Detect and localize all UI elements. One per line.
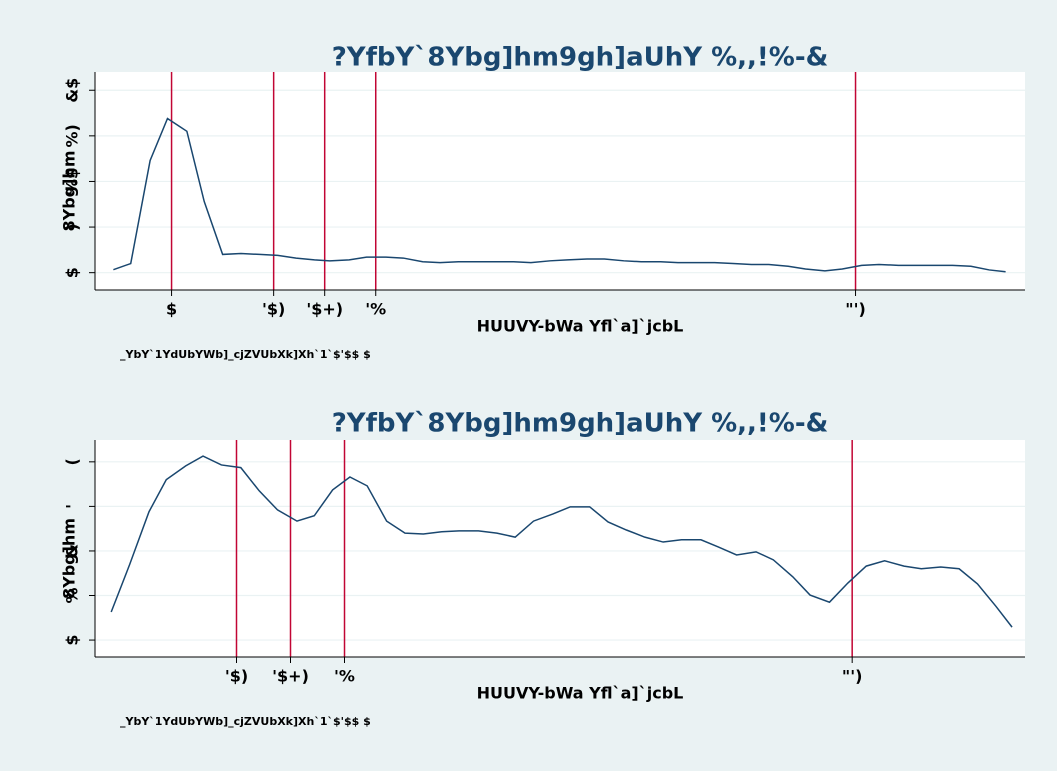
x-tick-label: '% xyxy=(334,667,355,686)
note: _YbY`1YdUbYWb]_cjZVUbXk]Xh`1`$'$$ $ xyxy=(120,348,371,361)
y-axis-title: 8Ybg]hm xyxy=(60,151,79,232)
y-tick-label: ( xyxy=(63,458,82,465)
y-tick-label: %) xyxy=(63,124,82,147)
y-tick-label: $ xyxy=(63,267,82,278)
y-tick-label: & xyxy=(63,544,82,558)
chart-title: ?YfbY`8Ybg]hm9gh]aUhY %,,!%-& xyxy=(332,409,829,439)
note: _YbY`1YdUbYWb]_cjZVUbXk]Xh`1`$'$$ $ xyxy=(120,715,371,728)
y-tick-label: ) xyxy=(63,223,82,230)
y-tick-label: %$ xyxy=(63,168,82,195)
x-tick-label: '$) xyxy=(262,300,285,319)
plot-region xyxy=(95,440,1025,657)
x-tick-label: '$+) xyxy=(272,667,309,686)
x-tick-label: "') xyxy=(845,300,866,319)
y-tick-label: % xyxy=(63,587,82,603)
density-line xyxy=(110,455,1013,628)
y-axis-title: 8Ybg]hm xyxy=(60,518,79,599)
x-axis-title: HUUVY-bWa Yfl`a]`jcbL xyxy=(477,317,684,336)
x-tick-label: '% xyxy=(365,300,386,319)
y-tick-label: $ xyxy=(63,634,82,645)
x-tick-label: '$+) xyxy=(306,300,343,319)
x-tick-label: $ xyxy=(166,300,177,319)
y-tick-label: ' xyxy=(63,504,82,509)
x-tick-label: '$) xyxy=(225,667,248,686)
y-tick-label: &$ xyxy=(63,78,82,103)
density-line xyxy=(113,117,1006,273)
x-axis-title: HUUVY-bWa Yfl`a]`jcbL xyxy=(477,684,684,703)
x-tick-label: "') xyxy=(842,667,863,686)
chart-title: ?YfbY`8Ybg]hm9gh]aUhY %,,!%-& xyxy=(332,43,829,73)
